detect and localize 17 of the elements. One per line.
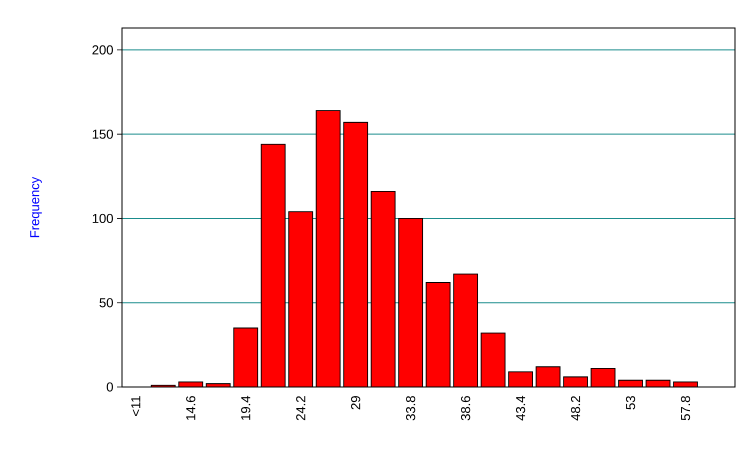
x-tick-label: 38.6 — [461, 396, 470, 420]
x-tick-label: 14.6 — [186, 396, 196, 420]
x-tick-label: 33.8 — [406, 396, 416, 420]
x-tick-label: <11 — [131, 396, 140, 416]
y-tick-label: 100 — [92, 214, 113, 224]
y-tick-label: 50 — [100, 298, 113, 308]
x-tick-label: 19.4 — [241, 396, 250, 420]
x-tick-label: 29 — [351, 396, 360, 410]
x-tick-label: 48.2 — [570, 396, 580, 421]
y-axis-title: Frequency — [30, 176, 42, 238]
y-tick-label: 0 — [106, 382, 113, 392]
y-tick-label: 150 — [92, 130, 113, 139]
x-tick-label: 57.8 — [680, 396, 690, 420]
x-tick-label: 53 — [626, 396, 636, 410]
x-tick-label: 43.4 — [516, 396, 526, 421]
x-tick-label: 24.2 — [296, 396, 306, 420]
y-tick-label: 200 — [92, 45, 113, 55]
